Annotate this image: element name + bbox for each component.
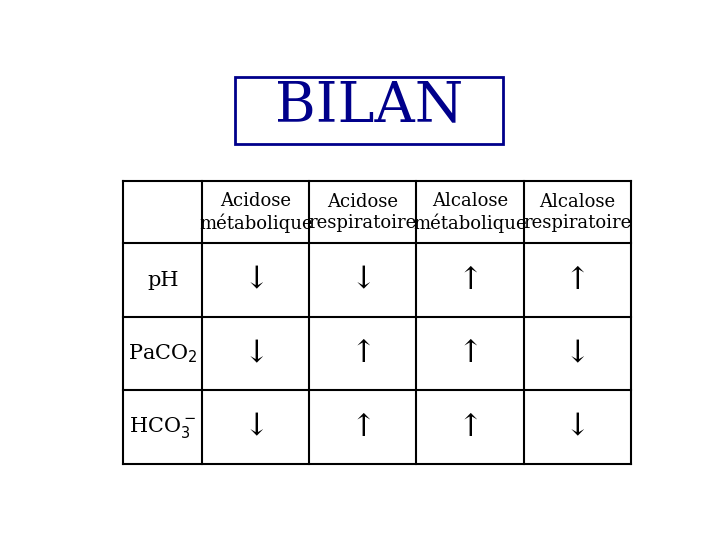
Text: PaCO$_2$: PaCO$_2$ [128, 342, 198, 365]
Text: ↓: ↓ [350, 265, 376, 296]
Text: ↑: ↑ [457, 411, 483, 443]
Text: pH: pH [147, 271, 179, 289]
Text: Acidose
respiratoire: Acidose respiratoire [309, 193, 417, 232]
Text: ↑: ↑ [350, 338, 376, 369]
Text: ↓: ↓ [564, 411, 590, 443]
Text: ↓: ↓ [243, 338, 269, 369]
Text: ↓: ↓ [243, 411, 269, 443]
Text: ↑: ↑ [350, 411, 376, 443]
Text: HCO$_3^-$: HCO$_3^-$ [130, 415, 197, 440]
Text: ↑: ↑ [564, 265, 590, 296]
Text: Acidose
métabolique: Acidose métabolique [199, 192, 312, 233]
Text: Alcalose
respiratoire: Alcalose respiratoire [523, 193, 631, 232]
FancyBboxPatch shape [235, 77, 503, 144]
Text: ↓: ↓ [243, 265, 269, 296]
Text: ↑: ↑ [457, 338, 483, 369]
Text: ↑: ↑ [457, 265, 483, 296]
Text: Alcalose
métabolique: Alcalose métabolique [413, 192, 527, 233]
Text: ↓: ↓ [564, 338, 590, 369]
Text: BILAN: BILAN [275, 79, 463, 134]
